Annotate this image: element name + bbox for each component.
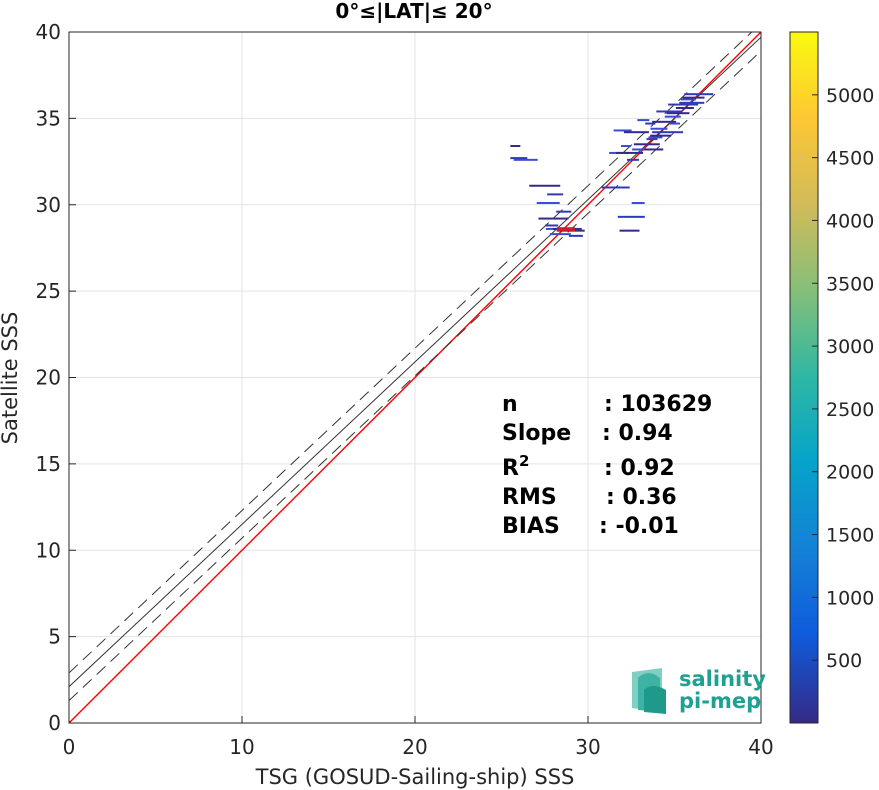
data-point [510, 157, 528, 160]
data-point [652, 120, 677, 123]
data-point [682, 96, 705, 99]
salinity-pi-mep-logo: salinity pi-mep [632, 667, 766, 714]
colorbar-tick-label: 1500 [826, 525, 874, 547]
y-tick-label: 0 [48, 711, 61, 735]
data-points [510, 93, 714, 237]
data-point [626, 158, 639, 161]
y-tick-label: 10 [36, 538, 61, 562]
data-point [617, 215, 645, 218]
stat-label: Slope [502, 421, 571, 446]
y-axis-ticks: 0 5 10 15 20 25 30 35 40 [36, 20, 76, 735]
data-point [656, 110, 683, 113]
data-point [645, 122, 656, 125]
data-point [644, 148, 664, 151]
data-point [652, 131, 684, 134]
data-point [568, 234, 583, 237]
data-point [621, 145, 632, 148]
x-tick-label: 10 [229, 735, 254, 759]
data-point [545, 224, 559, 227]
data-point [547, 193, 564, 196]
data-point [648, 136, 663, 139]
data-point [613, 129, 632, 132]
logo-wave-icon [632, 668, 666, 714]
x-tick-label: 30 [575, 735, 600, 759]
colorbar-tick-label: 500 [826, 650, 862, 672]
data-point [669, 122, 680, 125]
data-point [664, 115, 681, 118]
data-point [666, 112, 690, 115]
data-point [631, 202, 645, 205]
data-point [684, 93, 714, 96]
y-tick-label: 15 [36, 452, 61, 476]
colorbar [789, 31, 819, 724]
x-tick-label: 0 [63, 735, 76, 759]
data-point [675, 107, 694, 110]
data-point [619, 229, 640, 232]
data-point [510, 145, 521, 148]
data-point [623, 131, 649, 134]
colorbar-tick-label: 1000 [826, 587, 874, 609]
chart-title: 0°≤|LAT|≤ 20° [335, 0, 492, 23]
stat-label: RMS [502, 485, 557, 510]
stat-value: : -0.01 [599, 514, 679, 539]
data-point [679, 101, 705, 104]
y-tick-label: 20 [36, 366, 61, 390]
data-point [513, 158, 538, 161]
data-point [538, 217, 569, 220]
stat-label: BIAS [502, 514, 560, 539]
data-point [650, 134, 672, 137]
colorbar-tick-label: 4500 [826, 148, 874, 170]
colorbar-tick-label: 4000 [826, 210, 874, 232]
data-point [680, 98, 696, 101]
x-axis-ticks: 0 10 20 30 40 [63, 716, 774, 759]
x-axis-label: TSG (GOSUD-Sailing-ship) SSS [255, 765, 575, 789]
data-point [549, 233, 571, 236]
colorbar-tick-label: 3000 [826, 336, 874, 358]
data-point [536, 202, 560, 205]
logo-line-2: pi-mep [679, 689, 761, 713]
y-tick-label: 30 [36, 193, 61, 217]
data-point [633, 143, 660, 146]
y-tick-label: 35 [36, 106, 61, 130]
identity-line [69, 32, 761, 723]
colorbar-ticks: 500 1000 1500 2000 2500 3000 3500 4000 4500 5000 [812, 85, 874, 672]
y-tick-label: 5 [48, 625, 61, 649]
fit-line [69, 36, 761, 688]
data-point [601, 186, 630, 189]
x-tick-label: 40 [748, 735, 773, 759]
stat-value: : 103629 [604, 392, 712, 417]
data-point [616, 151, 644, 154]
fit-lower-line [69, 50, 761, 701]
y-axis-label: Satellite SSS [0, 312, 22, 445]
logo-line-1: salinity [679, 667, 766, 691]
stat-label: n [502, 392, 518, 417]
data-point [650, 127, 668, 130]
stat-value: : 0.36 [606, 485, 677, 510]
data-point [637, 119, 650, 122]
stat-value: : 0.94 [602, 421, 673, 446]
y-tick-label: 40 [36, 20, 61, 44]
data-point [529, 184, 561, 187]
x-tick-label: 20 [402, 735, 427, 759]
colorbar-tick-label: 5000 [826, 85, 874, 107]
colorbar-tick-label: 2000 [826, 462, 874, 484]
data-point [646, 138, 658, 141]
data-point [668, 103, 699, 106]
data-point [632, 148, 652, 151]
stat-value: : 0.92 [604, 456, 675, 481]
data-point [556, 210, 572, 213]
y-tick-label: 25 [36, 279, 61, 303]
colorbar-tick-label: 3500 [826, 273, 874, 295]
colorbar-tick-label: 2500 [826, 399, 874, 421]
data-point-dense [556, 227, 575, 232]
